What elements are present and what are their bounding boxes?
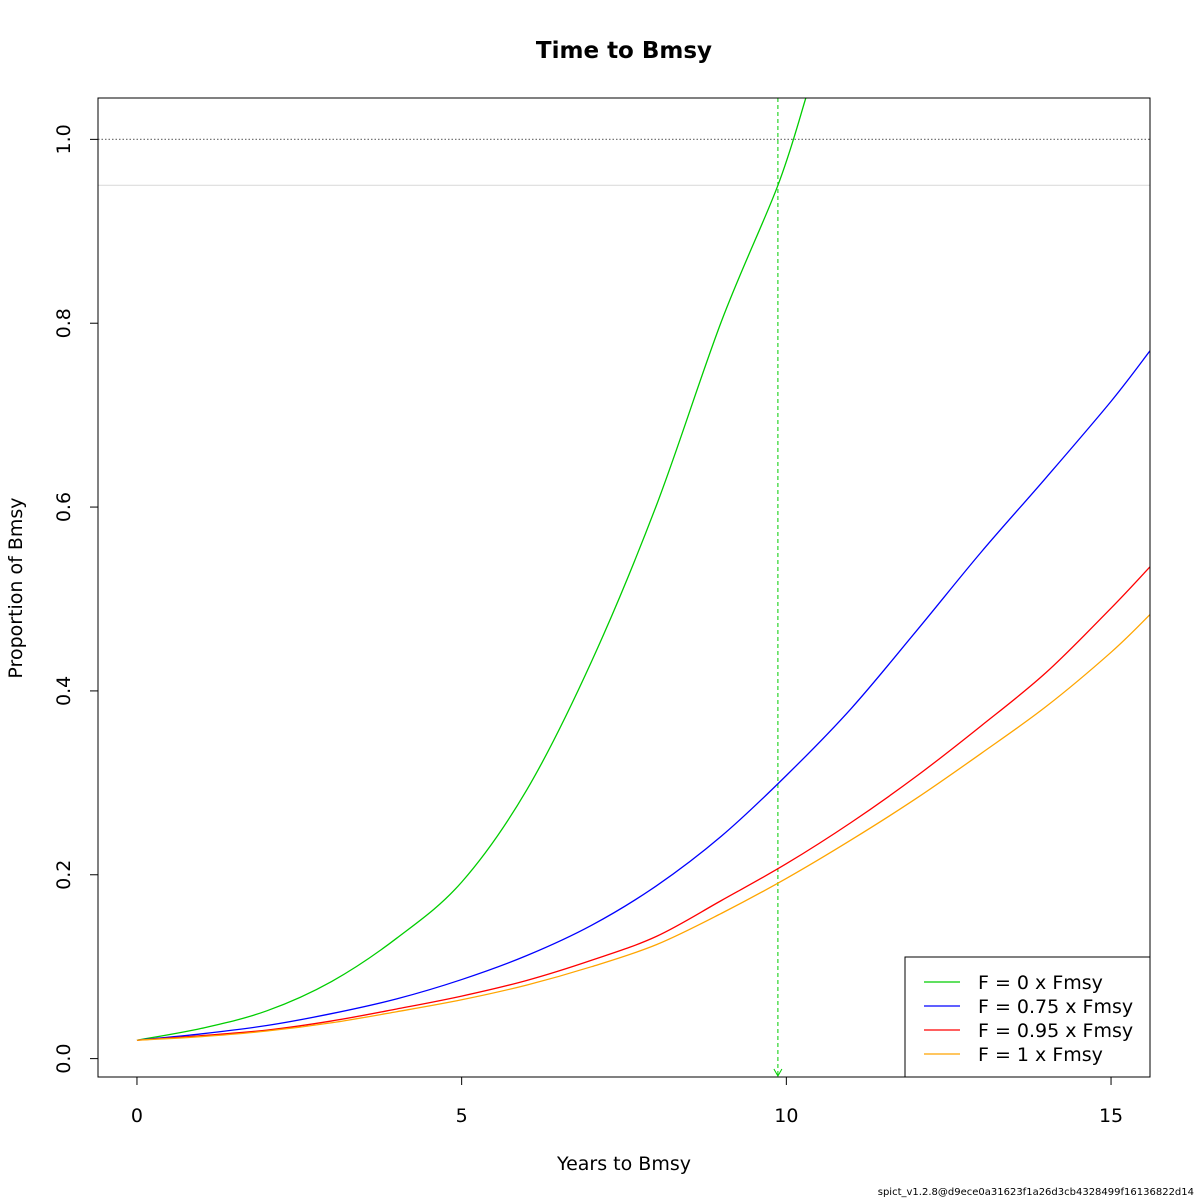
series-line-1 bbox=[136, 350, 1150, 1041]
y-tick-label-1: 0.2 bbox=[53, 860, 75, 890]
y-tick-label-0: 0.0 bbox=[53, 1044, 75, 1074]
legend-label-2: F = 0.95 x Fmsy bbox=[978, 1020, 1133, 1042]
legend-label-0: F = 0 x Fmsy bbox=[978, 972, 1103, 994]
plot-frame bbox=[97, 97, 1151, 1078]
y-tick-label-4: 0.8 bbox=[53, 308, 75, 338]
legend-box bbox=[904, 956, 1151, 1078]
chart-title: Time to Bmsy bbox=[536, 38, 712, 64]
x-tick-label-2: 10 bbox=[774, 1105, 798, 1127]
y-tick-label-3: 0.6 bbox=[53, 492, 75, 522]
y-axis: 0.0 0.2 0.4 0.6 0.8 1.0 bbox=[53, 124, 99, 1074]
vline-arrow-0 bbox=[773, 1068, 783, 1078]
y-tick-label-2: 0.4 bbox=[53, 676, 75, 706]
x-tick-label-3: 15 bbox=[1099, 1105, 1123, 1127]
legend-label-3: F = 1 x Fmsy bbox=[978, 1044, 1103, 1066]
series-line-3 bbox=[136, 614, 1150, 1041]
series-line-2 bbox=[136, 566, 1150, 1041]
reference-lines bbox=[98, 98, 1150, 1078]
x-tick-label-1: 5 bbox=[456, 1105, 468, 1127]
legend-label-1: F = 0.75 x Fmsy bbox=[978, 996, 1133, 1018]
x-tick-label-0: 0 bbox=[131, 1105, 143, 1127]
series-lines bbox=[136, 98, 1150, 1041]
version-footer: spict_v1.2.8@d9ece0a31623f1a26d3cb432849… bbox=[877, 1187, 1194, 1198]
y-axis-label: Proportion of Bmsy bbox=[5, 497, 27, 678]
x-axis: 0 5 10 15 bbox=[131, 1076, 1123, 1127]
x-axis-label: Years to Bmsy bbox=[556, 1153, 691, 1175]
series-line-0 bbox=[136, 98, 807, 1041]
y-tick-label-5: 1.0 bbox=[53, 124, 75, 154]
